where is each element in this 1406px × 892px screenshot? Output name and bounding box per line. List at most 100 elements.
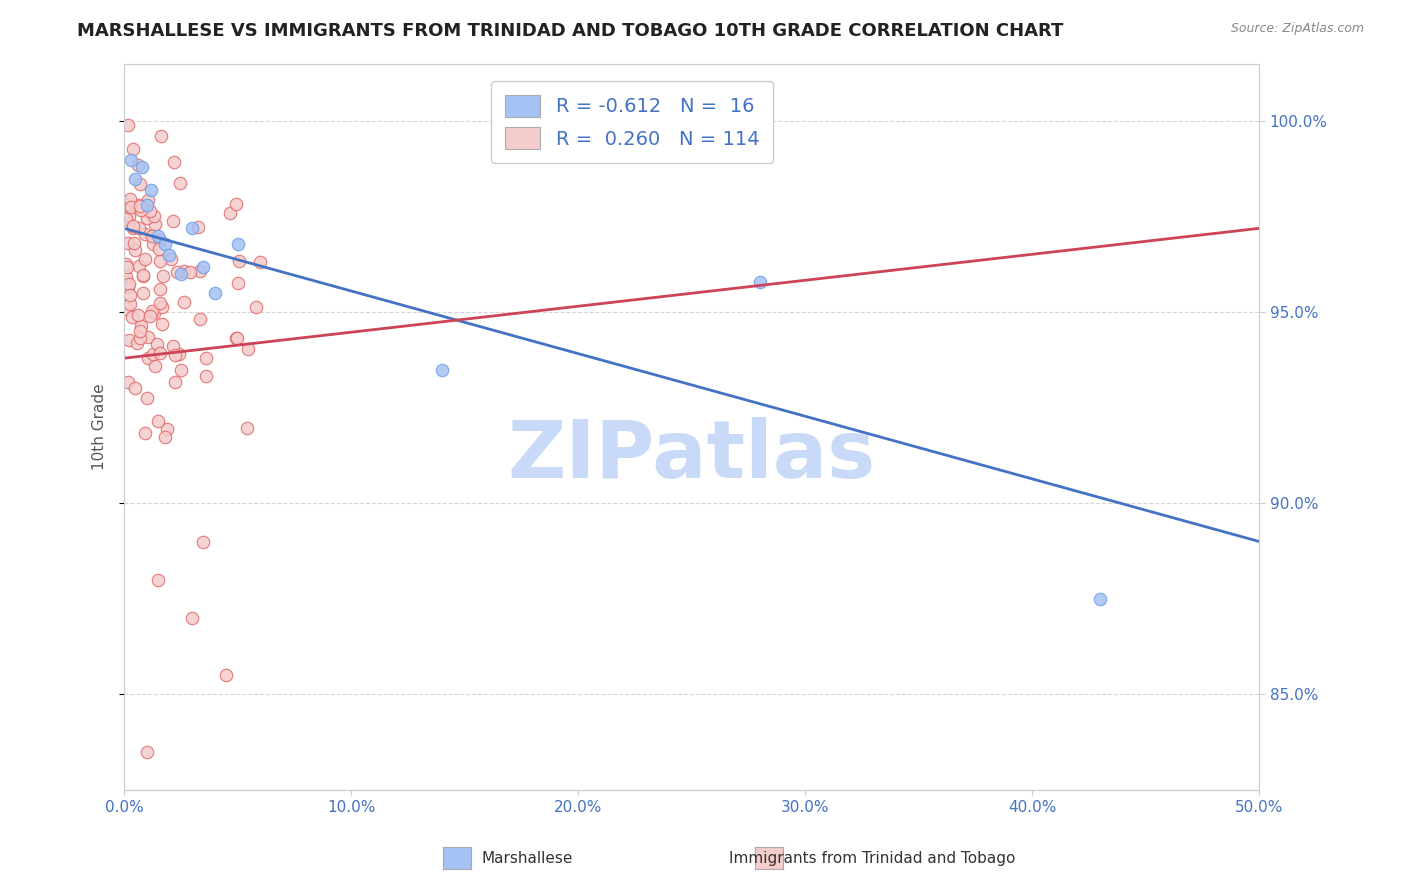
Point bbox=[135, 391, 157, 405]
Point bbox=[219, 206, 242, 220]
Point bbox=[120, 200, 142, 214]
Point bbox=[249, 254, 271, 268]
Point bbox=[136, 330, 159, 344]
Point bbox=[124, 380, 146, 394]
Point bbox=[115, 257, 138, 271]
Point bbox=[135, 198, 157, 212]
Point bbox=[153, 430, 176, 444]
Point bbox=[153, 236, 176, 251]
Text: Marshallese: Marshallese bbox=[482, 851, 572, 865]
Point bbox=[117, 209, 139, 223]
Point bbox=[188, 312, 211, 326]
Point bbox=[238, 342, 260, 356]
Point bbox=[121, 219, 143, 233]
Point bbox=[166, 265, 188, 279]
Point bbox=[121, 221, 143, 235]
Point bbox=[115, 198, 138, 212]
Point bbox=[122, 142, 145, 156]
Point bbox=[152, 269, 174, 284]
Point bbox=[120, 288, 142, 302]
Legend: R = -0.612   N =  16, R =  0.260   N = 114: R = -0.612 N = 16, R = 0.260 N = 114 bbox=[491, 81, 773, 163]
Point bbox=[193, 260, 215, 274]
Point bbox=[118, 192, 141, 206]
Text: Immigrants from Trinidad and Tobago: Immigrants from Trinidad and Tobago bbox=[728, 851, 1015, 865]
Point bbox=[146, 414, 169, 428]
Point bbox=[156, 422, 179, 436]
Point bbox=[115, 260, 138, 274]
Point bbox=[173, 263, 195, 277]
Point bbox=[195, 351, 218, 366]
Point bbox=[195, 368, 218, 383]
Point bbox=[149, 282, 172, 296]
Point bbox=[225, 197, 247, 211]
Point bbox=[146, 229, 169, 244]
Y-axis label: 10th Grade: 10th Grade bbox=[93, 384, 107, 470]
Point bbox=[226, 276, 249, 290]
Point bbox=[165, 375, 187, 389]
Point bbox=[124, 243, 146, 257]
Point bbox=[181, 221, 204, 235]
Point bbox=[215, 668, 238, 682]
Point bbox=[142, 237, 165, 252]
Point bbox=[193, 534, 215, 549]
Point bbox=[142, 209, 165, 223]
Point bbox=[128, 221, 150, 235]
Point bbox=[141, 229, 163, 244]
Point bbox=[127, 158, 149, 172]
Point bbox=[115, 301, 138, 316]
Point bbox=[115, 275, 138, 289]
Point bbox=[148, 242, 170, 256]
Point bbox=[748, 275, 770, 289]
Point bbox=[117, 280, 139, 294]
Point bbox=[131, 160, 153, 174]
Point bbox=[132, 268, 155, 283]
Point bbox=[150, 317, 173, 331]
Point bbox=[129, 318, 152, 333]
Point bbox=[132, 268, 155, 283]
Point bbox=[149, 295, 172, 310]
Point bbox=[136, 211, 159, 225]
Point bbox=[204, 286, 226, 301]
Point bbox=[129, 178, 152, 192]
Point bbox=[163, 154, 186, 169]
Text: ZIPatlas: ZIPatlas bbox=[508, 417, 876, 495]
Point bbox=[170, 363, 193, 377]
Point bbox=[134, 252, 156, 266]
Point bbox=[148, 254, 170, 268]
Point bbox=[146, 573, 169, 587]
Point bbox=[132, 286, 155, 301]
Point bbox=[226, 331, 249, 345]
Point bbox=[139, 309, 162, 323]
Point bbox=[188, 263, 211, 277]
Point bbox=[150, 301, 173, 315]
Point bbox=[129, 203, 152, 218]
Point bbox=[165, 348, 187, 362]
Point bbox=[149, 345, 172, 359]
Point bbox=[120, 153, 142, 167]
Point bbox=[134, 425, 156, 440]
Text: MARSHALLESE VS IMMIGRANTS FROM TRINIDAD AND TOBAGO 10TH GRADE CORRELATION CHART: MARSHALLESE VS IMMIGRANTS FROM TRINIDAD … bbox=[77, 22, 1064, 40]
Point bbox=[1090, 591, 1112, 606]
Point bbox=[121, 310, 143, 324]
Point bbox=[128, 324, 150, 338]
Point bbox=[181, 611, 204, 625]
Point bbox=[117, 375, 139, 389]
Point bbox=[149, 129, 172, 144]
Point bbox=[226, 236, 249, 251]
Point bbox=[117, 118, 139, 132]
Point bbox=[135, 745, 157, 759]
Point bbox=[136, 194, 159, 208]
Point bbox=[115, 212, 138, 227]
Point bbox=[118, 297, 141, 311]
Point bbox=[127, 308, 149, 322]
Point bbox=[115, 269, 138, 284]
Point bbox=[118, 277, 141, 291]
Point bbox=[127, 197, 149, 211]
Point bbox=[179, 264, 201, 278]
Text: Source: ZipAtlas.com: Source: ZipAtlas.com bbox=[1230, 22, 1364, 36]
Point bbox=[128, 199, 150, 213]
Point bbox=[245, 300, 267, 314]
Point bbox=[146, 337, 169, 351]
Point bbox=[173, 294, 195, 309]
Point bbox=[138, 204, 160, 219]
